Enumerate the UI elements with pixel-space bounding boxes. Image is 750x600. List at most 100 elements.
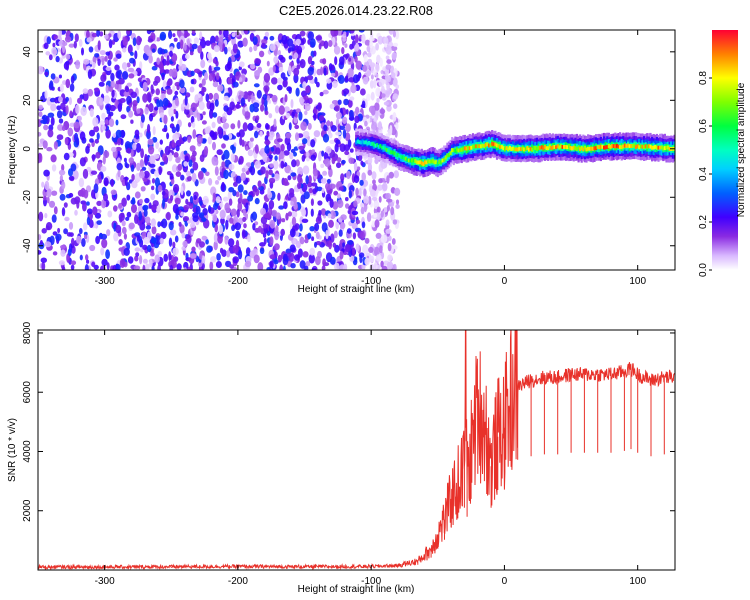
noise-cell: [172, 33, 176, 38]
signal-cell: [404, 156, 407, 161]
noise-cell: [307, 66, 314, 76]
noise-cell: [370, 74, 374, 80]
noise-cell: [96, 30, 100, 37]
noise-cell: [172, 133, 179, 141]
noise-cell: [184, 95, 188, 106]
noise-cell: [255, 115, 260, 121]
noise-cell: [166, 88, 173, 95]
noise-cell: [125, 86, 130, 93]
noise-cell: [390, 72, 396, 79]
noise-cell: [329, 103, 335, 110]
signal-cell: [580, 146, 583, 150]
noise-cell: [143, 208, 148, 217]
noise-cell: [105, 129, 111, 139]
noise-cell: [307, 232, 312, 240]
noise-cell: [295, 241, 301, 249]
noise-cell: [172, 85, 176, 92]
noise-cell: [294, 124, 300, 130]
noise-cell: [334, 105, 340, 112]
noise-cell: [180, 211, 185, 217]
signal-cell: [531, 147, 534, 152]
noise-cell: [257, 180, 262, 188]
noise-cell: [354, 34, 359, 44]
noise-cell: [161, 218, 168, 229]
noise-cell: [367, 156, 373, 165]
noise-cell: [241, 167, 246, 173]
noise-cell: [361, 33, 366, 44]
noise-cell: [326, 78, 332, 84]
noise-cell: [93, 125, 100, 133]
signal-cell: [553, 145, 556, 149]
noise-cell: [101, 125, 106, 131]
spectrogram-cells: [38, 30, 675, 270]
noise-cell: [202, 86, 207, 93]
noise-cell: [216, 149, 223, 156]
noise-cell: [198, 101, 205, 111]
noise-cell: [310, 198, 314, 206]
noise-cell: [85, 254, 89, 261]
noise-cell: [50, 73, 56, 80]
noise-cell: [192, 161, 199, 171]
noise-cell: [60, 244, 66, 249]
noise-cell: [235, 191, 240, 198]
noise-cell: [352, 232, 357, 240]
noise-cell: [263, 72, 271, 83]
noise-cell: [169, 264, 174, 270]
noise-cell: [380, 260, 384, 268]
noise-cell: [337, 193, 341, 199]
noise-cell: [83, 58, 90, 65]
noise-cell: [232, 189, 237, 197]
noise-cell: [261, 42, 266, 48]
noise-cell: [362, 76, 369, 85]
signal-cell: [494, 142, 497, 147]
noise-cell: [330, 30, 337, 37]
signal-cell: [657, 145, 660, 150]
noise-cell: [260, 166, 266, 175]
signal-cell: [462, 147, 465, 152]
noise-cell: [350, 34, 356, 41]
noise-cell: [201, 217, 207, 222]
noise-cell: [135, 142, 142, 153]
noise-cell: [212, 81, 219, 88]
noise-cell: [92, 154, 95, 162]
noise-cell: [92, 61, 96, 69]
noise-cell: [189, 86, 195, 93]
noise-cell: [369, 189, 376, 197]
noise-cell: [328, 40, 333, 47]
noise-cell: [161, 73, 165, 81]
noise-cell: [328, 63, 333, 71]
noise-cell: [209, 109, 214, 119]
signal-cell: [388, 149, 391, 154]
signal-cell: [385, 148, 388, 152]
noise-cell: [41, 181, 45, 188]
noise-cell: [256, 89, 262, 99]
noise-cell: [183, 267, 187, 270]
noise-cell: [253, 254, 260, 264]
noise-cell: [170, 115, 174, 122]
noise-cell: [127, 256, 134, 264]
noise-cell: [381, 93, 386, 98]
noise-cell: [139, 198, 143, 204]
noise-cell: [293, 73, 299, 84]
signal-cell: [623, 143, 626, 148]
noise-cell: [287, 211, 292, 217]
noise-cell: [192, 215, 199, 223]
noise-cell: [268, 154, 273, 160]
noise-cell: [353, 257, 358, 263]
noise-cell: [239, 77, 243, 83]
snr-background: [38, 330, 675, 570]
noise-cell: [243, 190, 248, 196]
noise-cell: [224, 63, 231, 72]
noise-cell: [223, 30, 229, 38]
noise-cell: [378, 121, 382, 131]
noise-cell: [358, 30, 365, 33]
noise-cell: [208, 73, 213, 82]
spectrogram-x-label: Height of straight line (km): [298, 284, 415, 295]
noise-cell: [271, 94, 278, 103]
noise-cell: [97, 40, 101, 51]
noise-cell: [199, 31, 203, 40]
noise-cell: [65, 78, 71, 89]
signal-cell: [599, 144, 602, 149]
noise-cell: [360, 206, 365, 215]
